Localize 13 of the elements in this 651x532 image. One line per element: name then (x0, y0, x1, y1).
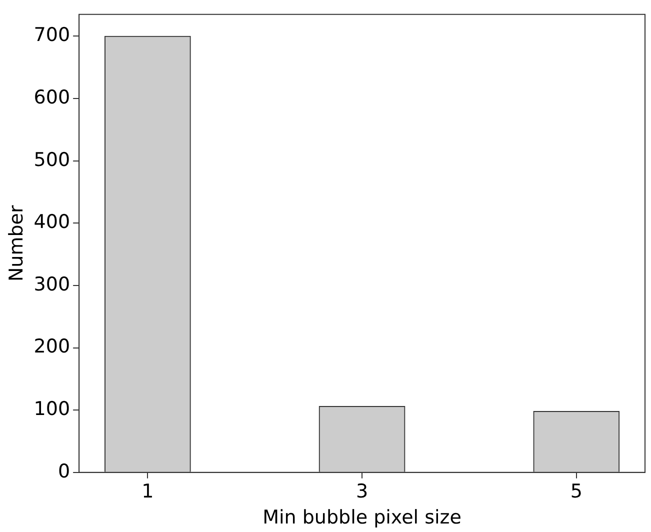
y-tick-label: 700 (34, 24, 70, 46)
y-tick-label: 200 (34, 336, 70, 358)
y-tick-label: 300 (34, 273, 70, 296)
x-tick-label: 1 (142, 480, 154, 503)
y-tick-label: 400 (34, 211, 70, 234)
y-axis-title: Number (5, 205, 28, 282)
y-tick-label: 500 (34, 148, 70, 171)
y-tick-label: 100 (34, 398, 70, 420)
y-tick-label: 600 (34, 86, 70, 108)
x-axis-title: Min bubble pixel size (262, 506, 462, 529)
x-tick-label: 5 (570, 480, 582, 503)
x-tick-label: 3 (356, 480, 368, 503)
y-tick-label: 0 (58, 460, 70, 482)
